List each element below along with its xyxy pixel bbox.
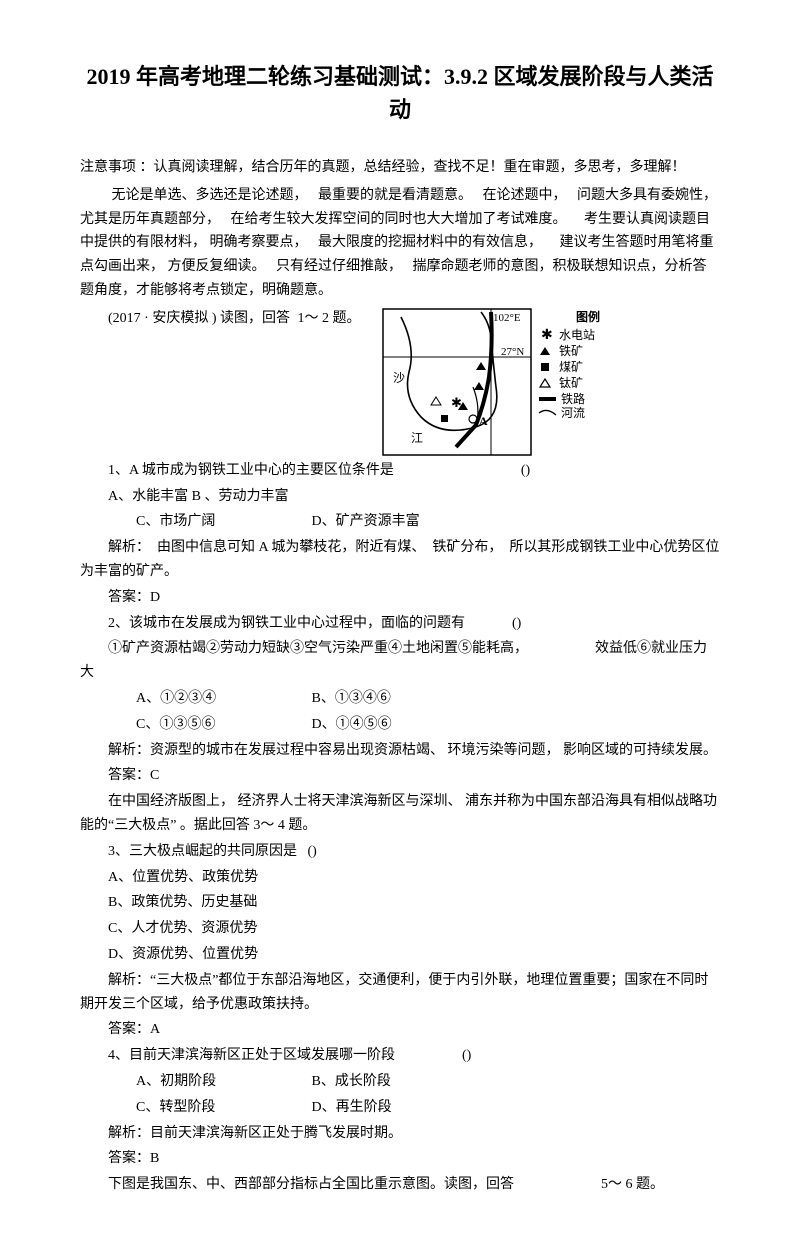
- q2-option-cd: C、①③⑤⑥ D、①④⑤⑥: [80, 713, 720, 737]
- map-lat-label: 27°N: [501, 346, 524, 358]
- map-a-label: A: [479, 414, 488, 428]
- q4-answer: 答案：B: [80, 1147, 720, 1171]
- svg-text:✱: ✱: [541, 328, 553, 343]
- map-jiang-label: 江: [411, 431, 423, 445]
- instructions-line: 注意事项 ：认真阅读理解，结合历年的真题，总结经验，查找不足！重在审题，多思考，…: [80, 156, 720, 180]
- q1-analysis: 解析： 由图中信息可知 A 城为攀枝花，附近有煤、 铁矿分布， 所以其形成钢铁工…: [80, 536, 720, 584]
- q1-option-cd: C、市场广阔 D、矿产资源丰富: [80, 510, 720, 534]
- legend-river: 河流: [561, 406, 585, 420]
- map-lon-label: 102°E: [493, 312, 521, 324]
- figure-row: (2017 · 安庆模拟 ) 读图，回答 1～ 2 题。 102°E 27°N: [80, 307, 720, 457]
- q3-option-b: B、政策优势、历史基础: [80, 891, 720, 915]
- figure-lead-text: (2017 · 安庆模拟 ) 读图，回答 1～ 2 题。: [80, 307, 361, 331]
- legend-ti: 钛矿: [559, 375, 583, 390]
- legend-title: 图例: [576, 309, 600, 324]
- q3-analysis: 解析：“三大极点”都位于东部沿海地区，交通便利，便于内引外联，地理位置重要；国家…: [80, 969, 720, 1017]
- legend-hydro: 水电站: [559, 328, 595, 342]
- instructions-line: 无论是单选、多选还是论述题， 最重要的就是看清题意。 在论述题中， 问题大多具有…: [80, 184, 720, 303]
- q2-option-ab: A、①②③④ B、①③④⑥: [80, 687, 720, 711]
- q3-option-a: A、位置优势、政策优势: [80, 866, 720, 890]
- legend-rail: 铁路: [561, 391, 585, 406]
- legend-iron: 铁矿: [559, 344, 583, 358]
- q1-answer: 答案：D: [80, 586, 720, 610]
- passage-3-4: 在中国经济版图上， 经济界人士将天津滨海新区与深圳、 浦东并称为中国东部沿海具有…: [80, 790, 720, 838]
- q4-option-cd: C、转型阶段 D、再生阶段: [80, 1096, 720, 1120]
- q3-answer: 答案：A: [80, 1018, 720, 1042]
- page-title: 2019 年高考地理二轮练习基础测试：3.9.2 区域发展阶段与人类活动: [80, 60, 720, 126]
- q3-option-c: C、人才优势、资源优势: [80, 917, 720, 941]
- tail-passage: 下图是我国东、中、西部部分指标占全国比重示意图。读图，回答 5～ 6 题。: [80, 1173, 720, 1197]
- q4-stem: 4、目前天津滨海新区正处于区域发展哪一阶段 (): [80, 1044, 720, 1068]
- q2-stem: 2、该城市在发展成为钢铁工业中心过程中，面临的问题有 (): [80, 612, 720, 636]
- q1-option-ab: A、水能丰富 B 、劳动力丰富: [80, 485, 720, 509]
- q1-stem: 1、A 城市成为钢铁工业中心的主要区位条件是 (): [80, 459, 720, 483]
- q2-answer: 答案：C: [80, 764, 720, 788]
- map-figure: 102°E 27°N 沙 江 A ✱: [381, 307, 621, 457]
- q2-sub: ①矿产资源枯竭②劳动力短缺③空气污染严重④土地闲置⑤能耗高， 效益低⑥就业压力大: [80, 637, 720, 685]
- instructions-block: 注意事项 ：认真阅读理解，结合历年的真题，总结经验，查找不足！重在审题，多思考，…: [80, 156, 720, 303]
- q4-option-ab: A、初期阶段 B、成长阶段: [80, 1070, 720, 1094]
- q3-stem: 3、三大极点崛起的共同原因是 (): [80, 840, 720, 864]
- map-sand-label: 沙: [393, 371, 405, 385]
- legend-coal: 煤矿: [559, 360, 583, 374]
- q2-analysis: 解析：资源型的城市在发展过程中容易出现资源枯竭、 环境污染等问题， 影响区域的可…: [80, 739, 720, 763]
- q4-analysis: 解析：目前天津滨海新区正处于腾飞发展时期。: [80, 1122, 720, 1146]
- q3-option-d: D、资源优势、位置优势: [80, 943, 720, 967]
